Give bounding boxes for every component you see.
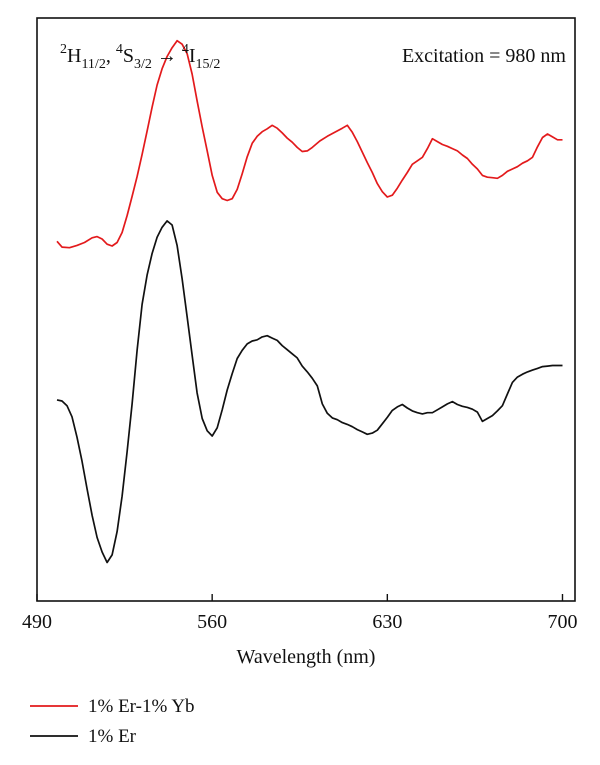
- x-tick-label: 560: [197, 611, 227, 633]
- x-tick-label: 700: [547, 611, 577, 633]
- x-axis-label: Wavelength (nm): [237, 646, 376, 668]
- x-axis-ticks: 490 560 630 700: [22, 594, 577, 633]
- series-layer: [56, 39, 563, 564]
- series-line-er-yb: [56, 39, 563, 249]
- legend-label: 1% Er: [88, 726, 137, 747]
- series-line-er: [56, 220, 563, 564]
- excitation-annotation: Excitation = 980 nm: [402, 45, 566, 67]
- plot-frame: [36, 17, 576, 602]
- legend: 1% Er-1% Yb 1% Er: [30, 696, 195, 747]
- x-tick-label: 490: [22, 611, 52, 633]
- transition-annotation: 2H11/2, 4S3/2 → 4I15/2: [60, 42, 220, 72]
- x-tick-label: 630: [372, 611, 402, 633]
- legend-label: 1% Er-1% Yb: [88, 696, 195, 717]
